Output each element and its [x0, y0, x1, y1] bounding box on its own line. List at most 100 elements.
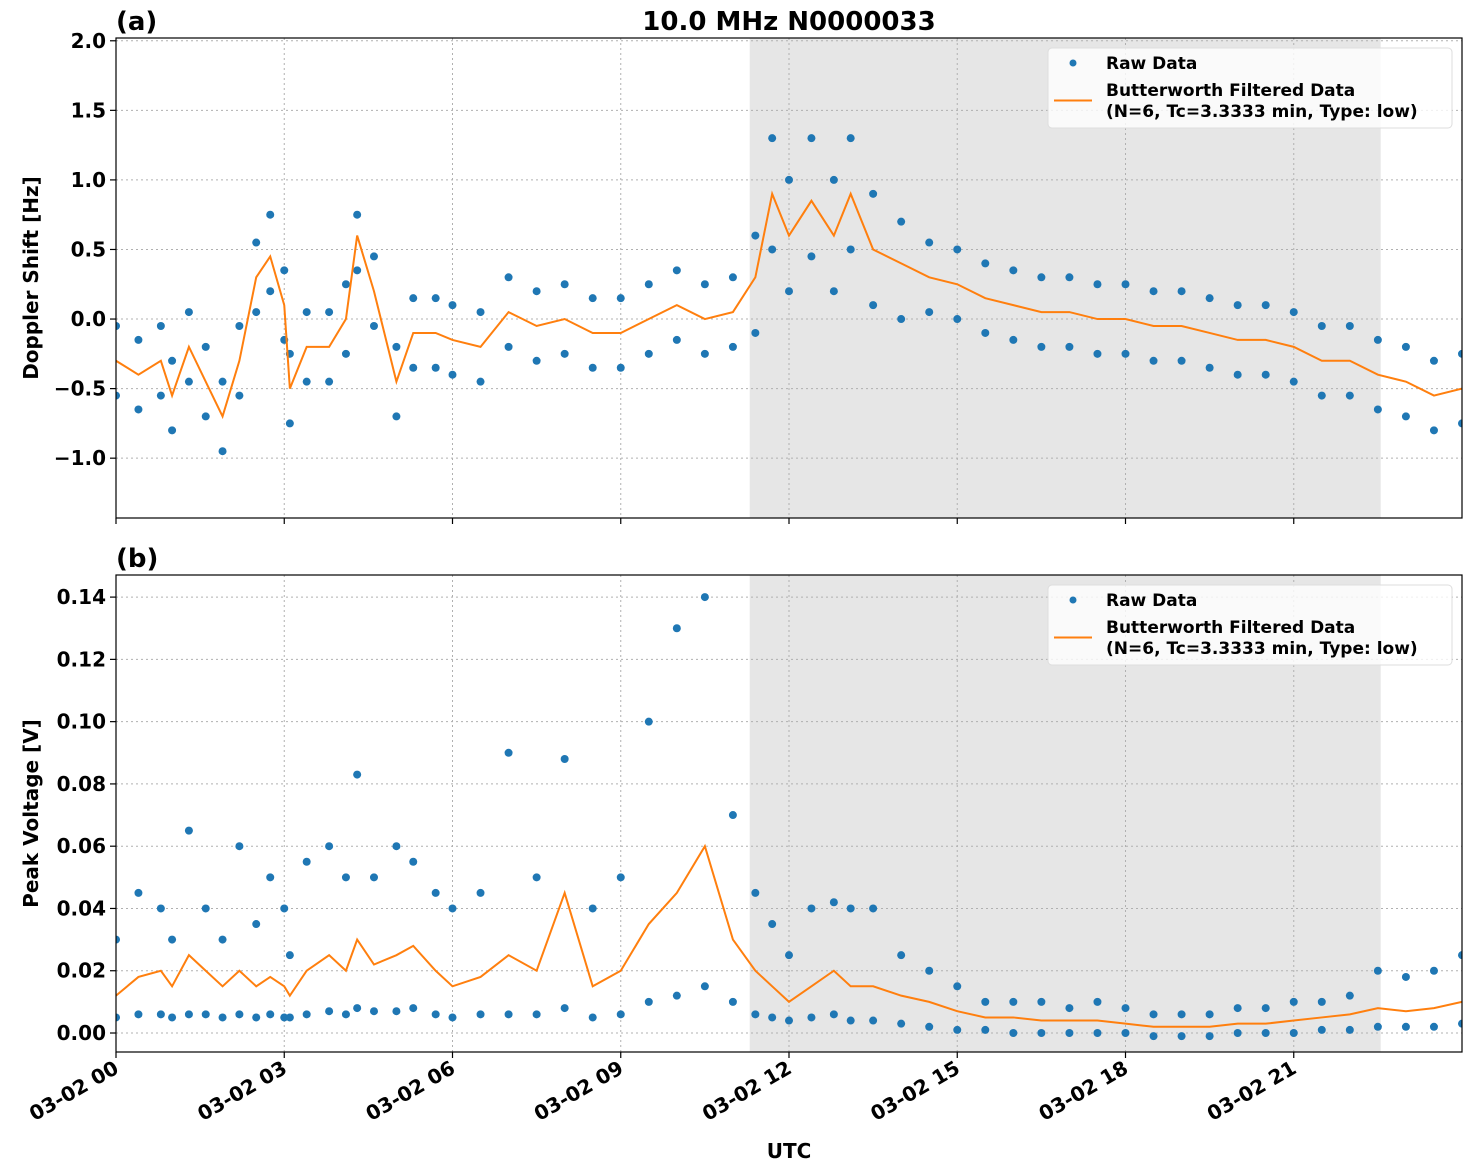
y-tick-label: 1.0: [71, 168, 106, 192]
y-tick-label: 2.0: [71, 29, 106, 53]
raw-point: [1373, 1022, 1382, 1031]
raw-point: [1317, 1025, 1326, 1034]
raw-point: [201, 342, 210, 351]
raw-point: [532, 1010, 541, 1019]
raw-point: [1065, 273, 1074, 282]
raw-point: [1345, 1025, 1354, 1034]
raw-point: [325, 842, 334, 851]
legend-label-line: (N=6, Tc=3.3333 min, Type: low): [1106, 102, 1418, 122]
raw-point: [116, 1013, 120, 1022]
raw-point: [1429, 356, 1438, 365]
raw-point: [218, 935, 227, 944]
raw-point: [700, 280, 709, 289]
raw-point: [1373, 966, 1382, 975]
raw-point: [1065, 1004, 1074, 1013]
raw-point: [504, 342, 513, 351]
raw-point: [1177, 1032, 1186, 1041]
raw-point: [869, 301, 878, 310]
raw-point: [341, 280, 350, 289]
raw-point: [252, 1013, 261, 1022]
raw-point: [829, 287, 838, 296]
raw-point: [1009, 1029, 1018, 1038]
raw-point: [353, 770, 362, 779]
raw-point: [184, 1010, 193, 1019]
raw-point: [341, 349, 350, 358]
raw-point: [869, 1016, 878, 1025]
raw-point: [448, 904, 457, 913]
raw-point: [1037, 342, 1046, 351]
raw-point: [448, 301, 457, 310]
raw-point: [925, 1022, 934, 1031]
raw-point: [369, 1007, 378, 1016]
raw-point: [1065, 342, 1074, 351]
y-tick-label: 0.00: [57, 1021, 106, 1045]
raw-point: [280, 1013, 289, 1022]
raw-point: [252, 920, 261, 929]
raw-point: [369, 252, 378, 261]
raw-point: [1037, 997, 1046, 1006]
raw-point: [1458, 349, 1462, 358]
raw-point: [285, 419, 294, 428]
raw-point: [266, 873, 275, 882]
raw-point: [953, 245, 962, 254]
legend-label-line: Raw Data: [1106, 54, 1197, 74]
raw-point: [353, 210, 362, 219]
raw-point: [235, 1010, 244, 1019]
legend-box: [1047, 584, 1453, 666]
raw-point: [1037, 1029, 1046, 1038]
raw-point: [1177, 287, 1186, 296]
raw-point: [1317, 322, 1326, 330]
raw-point: [201, 412, 210, 421]
raw-point: [644, 997, 653, 1006]
raw-point: [341, 873, 350, 882]
raw-point: [1009, 335, 1018, 344]
raw-point: [1121, 280, 1130, 289]
raw-point: [392, 842, 401, 851]
raw-point: [235, 391, 244, 400]
raw-point: [785, 175, 793, 184]
filtered-line: [116, 843, 1462, 1028]
raw-point: [829, 1010, 838, 1019]
raw-point: [325, 308, 334, 317]
raw-point: [218, 377, 227, 386]
raw-point: [476, 308, 485, 317]
raw-point: [981, 1025, 990, 1034]
raw-point: [1093, 349, 1102, 358]
raw-point: [751, 231, 760, 240]
raw-point: [184, 377, 193, 386]
raw-point: [768, 1013, 777, 1022]
raw-point: [285, 1013, 294, 1022]
raw-point: [156, 1010, 165, 1019]
raw-point: [1261, 301, 1270, 310]
raw-point: [134, 405, 143, 414]
raw-point: [504, 748, 513, 757]
raw-point: [616, 363, 625, 372]
raw-point: [925, 308, 934, 317]
raw-point: [353, 1004, 362, 1013]
raw-point: [728, 342, 737, 351]
raw-point: [785, 1016, 793, 1025]
raw-point: [325, 1007, 334, 1016]
legend-label: Raw Data: [1106, 591, 1197, 611]
raw-point: [532, 873, 541, 882]
raw-point: [156, 904, 165, 913]
raw-point: [1401, 412, 1410, 421]
raw-point: [829, 898, 838, 907]
raw-point: [846, 1016, 855, 1025]
legend-label-line: (N=6, Tc=3.3333 min, Type: low): [1106, 639, 1418, 659]
raw-point: [168, 356, 177, 365]
raw-point: [409, 857, 418, 866]
y-tick-label: 0.5: [71, 237, 106, 261]
raw-point: [369, 322, 378, 330]
raw-point: [807, 252, 816, 261]
x-tick-label: 03-02 00: [25, 1056, 123, 1126]
raw-point: [116, 935, 120, 944]
raw-point: [897, 1019, 906, 1028]
raw-point: [201, 904, 210, 913]
panel-label: (b): [116, 544, 158, 574]
raw-point: [897, 315, 906, 324]
raw-point: [448, 1013, 457, 1022]
x-axis-label: UTC: [767, 1139, 812, 1163]
raw-point: [846, 134, 855, 143]
raw-point: [672, 335, 681, 344]
